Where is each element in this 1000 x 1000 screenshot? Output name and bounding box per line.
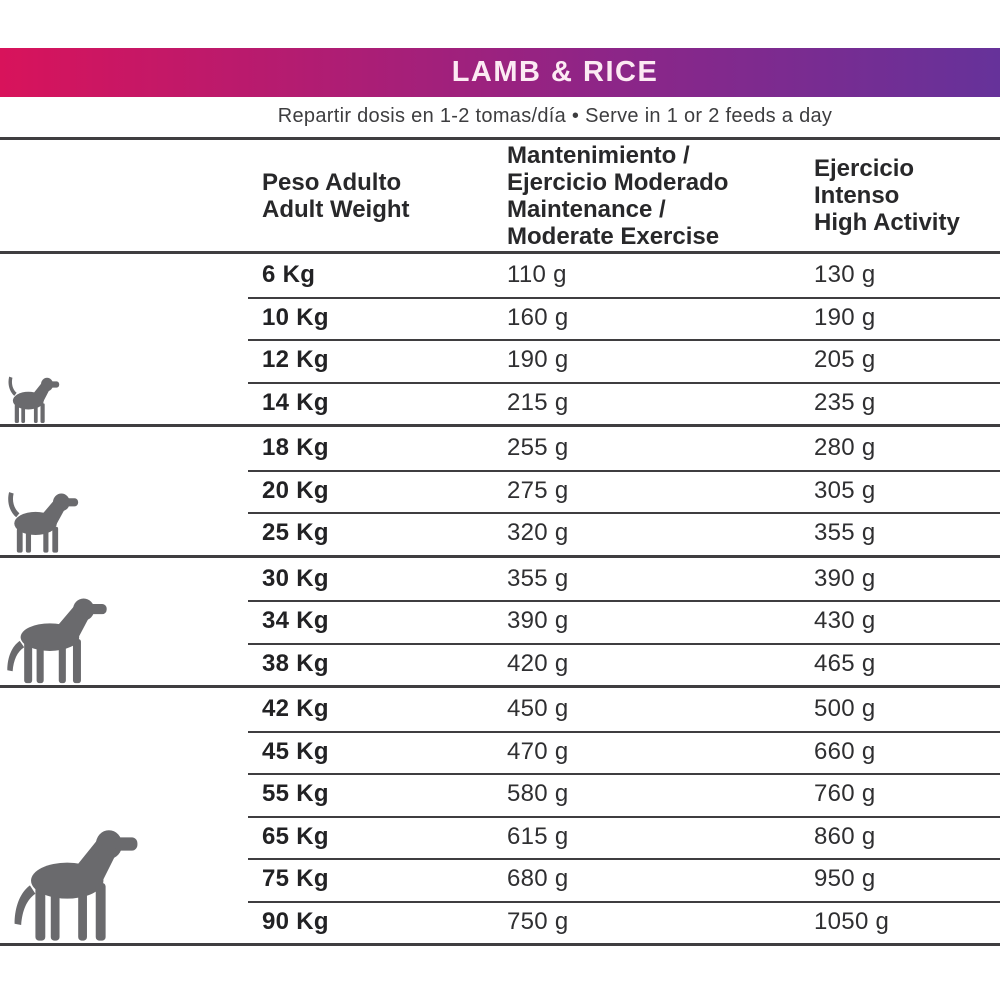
high-activity-cell: 130 g <box>814 261 876 289</box>
weight-cell: 12 Kg <box>262 346 329 374</box>
medium-dog-icon <box>2 486 82 554</box>
header-high-activity: Ejercicio Intenso High Activity <box>814 155 960 236</box>
high-activity-cell: 430 g <box>814 607 876 635</box>
weight-cell: 6 Kg <box>262 261 316 289</box>
table-row: 10 Kg 160 g 190 g <box>0 296 1000 340</box>
table-row: 45 Kg 470 g 660 g <box>0 730 1000 774</box>
weight-cell: 18 Kg <box>262 434 329 462</box>
header-maintenance: Mantenimiento / Ejercicio Moderado Maint… <box>507 141 729 250</box>
high-activity-cell: 860 g <box>814 822 876 850</box>
maintenance-cell: 255 g <box>507 434 569 462</box>
table-row: 42 Kg 450 g 500 g <box>0 688 1000 731</box>
extra-large-dog-icon <box>8 823 144 943</box>
header-weight: Peso Adulto Adult Weight <box>262 168 410 223</box>
maintenance-cell: 275 g <box>507 476 569 504</box>
weight-group-extra-large: 42 Kg 450 g 500 g 45 Kg 470 g 660 g 55 K… <box>0 688 1000 946</box>
weight-cell: 90 Kg <box>262 907 329 935</box>
table-row: 18 Kg 255 g 280 g <box>0 427 1000 470</box>
high-activity-cell: 390 g <box>814 564 876 592</box>
table-row: 25 Kg 320 g 355 g <box>0 512 1000 555</box>
maintenance-cell: 190 g <box>507 346 569 374</box>
table-row: 75 Kg 680 g 950 g <box>0 858 1000 901</box>
table-row: 30 Kg 355 g 390 g <box>0 558 1000 601</box>
table-row: 55 Kg 580 g 760 g <box>0 773 1000 816</box>
high-activity-cell: 305 g <box>814 476 876 504</box>
weight-cell: 34 Kg <box>262 607 329 635</box>
weight-group-medium: 18 Kg 255 g 280 g 20 Kg 275 g 305 g 25 K… <box>0 427 1000 558</box>
maintenance-cell: 615 g <box>507 822 569 850</box>
high-activity-cell: 355 g <box>814 519 876 547</box>
high-activity-cell: 950 g <box>814 865 876 893</box>
table-row: 14 Kg 215 g 235 g <box>0 381 1000 425</box>
high-activity-cell: 465 g <box>814 649 876 677</box>
maintenance-cell: 215 g <box>507 388 569 416</box>
product-banner: LAMB & RICE <box>0 48 1000 97</box>
table-row: 38 Kg 420 g 465 g <box>0 642 1000 686</box>
maintenance-cell: 450 g <box>507 695 569 723</box>
serving-instructions: Repartir dosis en 1-2 tomas/día • Serve … <box>277 105 833 127</box>
weight-cell: 38 Kg <box>262 649 329 677</box>
product-title: LAMB & RICE <box>451 56 659 88</box>
table-row: 34 Kg 390 g 430 g <box>0 600 1000 643</box>
weight-cell: 30 Kg <box>262 564 329 592</box>
high-activity-cell: 500 g <box>814 695 876 723</box>
table-row: 6 Kg 110 g 130 g <box>0 254 1000 297</box>
high-activity-cell: 235 g <box>814 388 876 416</box>
feeding-table: Peso Adulto Adult Weight Mantenimiento /… <box>0 137 1000 946</box>
weight-group-small: 6 Kg 110 g 130 g 10 Kg 160 g 190 g 12 Kg… <box>0 254 1000 427</box>
weight-group-large: 30 Kg 355 g 390 g 34 Kg 390 g 430 g 38 K… <box>0 558 1000 688</box>
maintenance-cell: 750 g <box>507 907 569 935</box>
maintenance-cell: 390 g <box>507 607 569 635</box>
maintenance-cell: 470 g <box>507 737 569 765</box>
weight-cell: 75 Kg <box>262 865 329 893</box>
table-row: 65 Kg 615 g 860 g <box>0 815 1000 859</box>
table-row: 90 Kg 750 g 1050 g <box>0 900 1000 944</box>
maintenance-cell: 355 g <box>507 564 569 592</box>
weight-cell: 65 Kg <box>262 822 329 850</box>
maintenance-cell: 320 g <box>507 519 569 547</box>
table-header-row: Peso Adulto Adult Weight Mantenimiento /… <box>0 140 1000 254</box>
high-activity-cell: 205 g <box>814 346 876 374</box>
weight-cell: 20 Kg <box>262 476 329 504</box>
weight-cell: 10 Kg <box>262 303 329 331</box>
maintenance-cell: 680 g <box>507 865 569 893</box>
weight-cell: 55 Kg <box>262 780 329 808</box>
weight-cell: 42 Kg <box>262 695 329 723</box>
high-activity-cell: 280 g <box>814 434 876 462</box>
weight-cell: 25 Kg <box>262 519 329 547</box>
high-activity-cell: 760 g <box>814 780 876 808</box>
table-row: 20 Kg 275 g 305 g <box>0 469 1000 513</box>
small-dog-icon <box>4 372 62 424</box>
table-row: 12 Kg 190 g 205 g <box>0 339 1000 382</box>
large-dog-icon <box>2 593 112 685</box>
maintenance-cell: 420 g <box>507 649 569 677</box>
maintenance-cell: 110 g <box>507 261 567 289</box>
high-activity-cell: 190 g <box>814 303 876 331</box>
maintenance-cell: 160 g <box>507 303 569 331</box>
maintenance-cell: 580 g <box>507 780 569 808</box>
high-activity-cell: 1050 g <box>814 907 890 935</box>
weight-cell: 14 Kg <box>262 388 329 416</box>
weight-cell: 45 Kg <box>262 737 329 765</box>
high-activity-cell: 660 g <box>814 737 876 765</box>
